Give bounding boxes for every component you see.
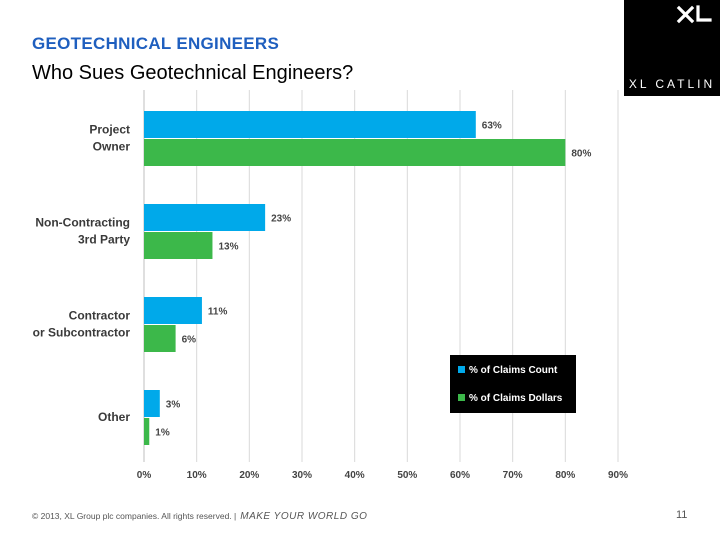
bar-dollars xyxy=(144,325,176,352)
category-label: or Subcontractor xyxy=(33,326,131,340)
category-label: Contractor xyxy=(69,309,131,323)
category-label: 3rd Party xyxy=(78,233,130,247)
bar-dollars xyxy=(144,418,150,445)
x-tick-label: 10% xyxy=(187,470,207,481)
page-title: Who Sues Geotechnical Engineers? xyxy=(32,62,354,84)
category-label: Project xyxy=(89,123,130,137)
xl-logo-icon xyxy=(676,5,712,24)
data-label: 63% xyxy=(482,121,502,132)
tagline: MAKE YOUR WORLD GO xyxy=(240,511,368,522)
data-label: 6% xyxy=(182,335,197,346)
x-tick-label: 90% xyxy=(608,470,628,481)
bar-count xyxy=(144,204,266,231)
data-label: 11% xyxy=(208,307,228,318)
category-label: Non-Contracting xyxy=(35,216,130,230)
logo-wordmark: XL CATLIN xyxy=(628,77,716,91)
bar-dollars xyxy=(144,139,566,166)
legend-item-count: % of Claims Count xyxy=(458,365,557,376)
data-label: 1% xyxy=(155,428,170,439)
data-label: 3% xyxy=(166,400,181,411)
footer: © 2013, XL Group plc companies. All righ… xyxy=(32,511,367,522)
category-label: Owner xyxy=(93,140,131,154)
data-label: 13% xyxy=(218,242,238,253)
xl-catlin-logo: XL CATLIN xyxy=(624,0,720,96)
bar-count xyxy=(144,390,160,417)
x-tick-label: 70% xyxy=(503,470,523,481)
x-tick-label: 50% xyxy=(397,470,417,481)
bar-dollars xyxy=(144,232,213,259)
bar-chart: 0% 10% 20% 30% 40% 50% 60% 70% 80% 90% 63% 80% Proje… xyxy=(33,90,628,481)
x-tick-label: 30% xyxy=(292,470,312,481)
bar-count xyxy=(144,111,476,138)
x-tick-label: 0% xyxy=(137,470,152,481)
page-number: 11 xyxy=(676,509,688,521)
data-label: 80% xyxy=(571,149,591,160)
x-tick-label: 40% xyxy=(345,470,365,481)
legend-label-count: % of Claims Count xyxy=(469,365,558,376)
chart-legend: % of Claims Count % of Claims Dollars xyxy=(450,355,576,413)
legend-item-dollars: % of Claims Dollars xyxy=(458,393,562,404)
legend-label-dollars: % of Claims Dollars xyxy=(469,393,563,404)
data-label: 23% xyxy=(271,214,291,225)
bar-count xyxy=(144,297,202,324)
x-tick-label: 60% xyxy=(450,470,470,481)
x-tick-label: 20% xyxy=(239,470,259,481)
section-heading: GEOTECHNICAL ENGINEERS xyxy=(32,34,280,53)
copyright-text: © 2013, XL Group plc companies. All righ… xyxy=(32,511,237,521)
x-tick-label: 80% xyxy=(555,470,575,481)
legend-swatch-count xyxy=(458,366,465,373)
legend-swatch-dollars xyxy=(458,394,465,401)
category-label: Other xyxy=(98,410,130,424)
